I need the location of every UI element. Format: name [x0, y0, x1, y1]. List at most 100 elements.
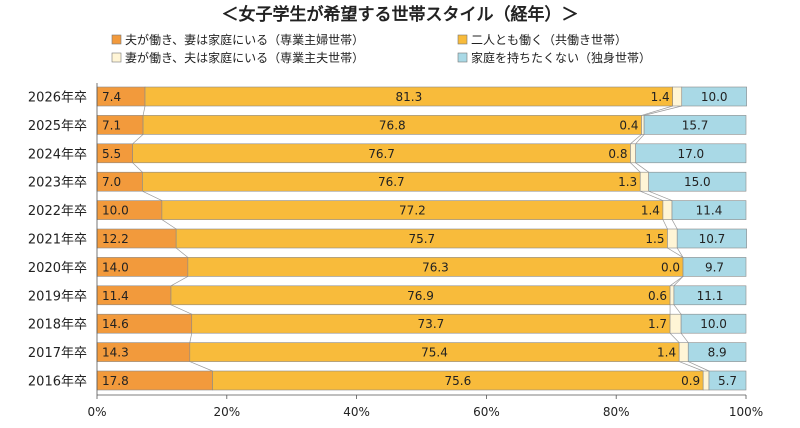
- category-label: 2024年卒: [28, 147, 87, 162]
- category-label: 2017年卒: [28, 346, 87, 361]
- data-label: 0.6: [648, 289, 667, 303]
- data-label: 75.6: [444, 374, 471, 388]
- connector-line: [688, 361, 710, 372]
- bar-segment: [673, 285, 747, 306]
- bar-segment: [708, 370, 747, 391]
- data-label: 73.7: [418, 317, 445, 331]
- connector-line: [644, 105, 682, 116]
- connector-line: [142, 190, 163, 201]
- category-label: 2023年卒: [28, 176, 87, 191]
- connector-line: [630, 162, 641, 173]
- connector-line: [635, 162, 649, 173]
- data-label: 76.8: [379, 118, 406, 132]
- bar-segment: [662, 200, 673, 220]
- data-label: 14.6: [102, 317, 129, 331]
- connector-line: [662, 219, 668, 230]
- category-label: 2018年卒: [28, 318, 87, 333]
- data-label: 1.4: [657, 346, 676, 360]
- bar-segment: [678, 342, 689, 362]
- bar-segment: [681, 86, 747, 107]
- connector-line: [667, 247, 684, 258]
- category-label: 2021年卒: [28, 233, 87, 248]
- bars: 7.4 81.3 1.4 10.0 7.1 76.8 0.4 15.7 5.5 76.7 0.8 17…: [96, 86, 747, 391]
- category-label: 2022年卒: [28, 204, 87, 219]
- data-label: 9.7: [705, 260, 724, 274]
- connector-line: [635, 134, 645, 145]
- connector-line: [673, 304, 682, 315]
- connector-line: [132, 134, 144, 145]
- legend-label: 妻が働き、夫は家庭にいる（専業主夫世帯）: [125, 50, 364, 65]
- bar-segment: [672, 86, 683, 107]
- x-tick-label: 60%: [473, 405, 500, 419]
- chart-title: ＜女子学生が希望する世帯スタイル（経年）＞: [222, 4, 579, 25]
- data-label: 1.7: [648, 317, 667, 331]
- legend-swatch: [457, 34, 468, 45]
- data-label: 75.4: [421, 346, 448, 360]
- bar-segment: [648, 171, 747, 192]
- data-label: 1.4: [641, 204, 660, 218]
- bar-segment: [667, 228, 678, 249]
- bar-segment: [630, 143, 636, 164]
- data-label: 17.0: [677, 147, 704, 161]
- x-tick-label: 0%: [87, 405, 106, 419]
- bar-segment: [671, 200, 747, 220]
- x-tick-label: 80%: [603, 405, 630, 419]
- category-label: 2019年卒: [28, 289, 87, 304]
- data-label: 11.4: [696, 204, 723, 218]
- bar-segment: [639, 171, 649, 192]
- connector-line: [669, 332, 680, 343]
- x-tick-label: 40%: [343, 405, 370, 419]
- data-label: 12.2: [102, 232, 129, 246]
- data-label: 76.7: [378, 175, 405, 189]
- bar-segment: [643, 115, 747, 135]
- data-label: 14.0: [102, 260, 129, 274]
- connector-line: [679, 361, 704, 372]
- legend-swatch: [457, 52, 468, 63]
- x-axis: 0% 20% 40% 60% 80% 100%: [87, 83, 763, 419]
- connector-line: [676, 247, 684, 258]
- bar-segment: [680, 313, 747, 334]
- data-label: 0.9: [681, 374, 700, 388]
- connector-line: [671, 219, 678, 230]
- data-label: 77.2: [399, 204, 426, 218]
- data-label: 11.1: [697, 289, 724, 303]
- data-label: 15.7: [682, 118, 709, 132]
- bar-segment: [669, 313, 682, 334]
- bar-segment: [682, 257, 747, 277]
- bar-segment: [687, 342, 747, 362]
- data-label: 10.0: [701, 90, 728, 104]
- data-label: 1.4: [651, 90, 670, 104]
- data-label: 76.3: [422, 260, 449, 274]
- connector-line: [669, 276, 684, 287]
- bar-segment: [702, 370, 710, 391]
- bar-segment: [669, 285, 675, 306]
- data-label: 7.4: [102, 90, 121, 104]
- connector-line: [630, 134, 642, 145]
- connector-line: [641, 105, 673, 116]
- data-label: 1.3: [618, 175, 637, 189]
- legend-swatch: [111, 34, 122, 45]
- connector-line: [170, 304, 192, 315]
- connector-line: [132, 162, 143, 173]
- data-label: 10.0: [700, 317, 727, 331]
- connector-line: [175, 247, 189, 258]
- data-label: 0.0: [661, 260, 680, 274]
- category-label: 2025年卒: [28, 119, 87, 134]
- connector-line: [142, 105, 146, 116]
- data-label: 0.8: [608, 147, 627, 161]
- data-label: 0.4: [619, 118, 638, 132]
- category-label: 2026年卒: [28, 91, 87, 106]
- legend-label: 二人とも働く（共働き世帯）: [471, 33, 627, 47]
- data-label: 10.0: [102, 204, 129, 218]
- category-labels: 2026年卒 2025年卒 2024年卒 2023年卒 2022年卒 2021年卒 2020…: [28, 91, 87, 390]
- data-label: 81.3: [395, 90, 422, 104]
- connector-line: [640, 190, 664, 201]
- legend-label: 家庭を持ちたくない（独身世帯）: [471, 50, 651, 65]
- legend-label: 夫が働き、妻は家庭にいる（専業主婦世帯）: [125, 32, 364, 47]
- legend-swatch: [111, 52, 122, 63]
- data-label: 5.7: [718, 374, 737, 388]
- data-label: 76.7: [368, 147, 395, 161]
- category-label: 2016年卒: [28, 375, 87, 390]
- data-label: 76.9: [407, 289, 434, 303]
